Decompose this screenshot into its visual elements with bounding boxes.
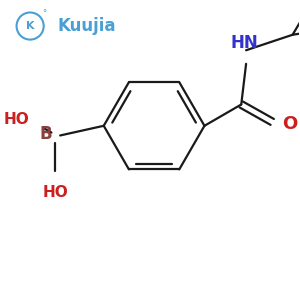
Text: HO: HO [3,112,29,128]
Text: HO: HO [42,185,68,200]
Text: HN: HN [230,34,258,52]
Text: Kuujia: Kuujia [57,17,116,35]
Text: O: O [282,115,297,133]
Text: B: B [40,124,52,142]
Text: K: K [26,21,34,31]
Text: °: ° [43,9,47,18]
